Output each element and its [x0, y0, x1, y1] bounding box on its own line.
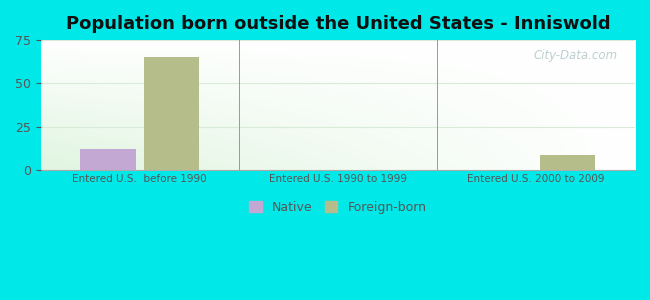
Text: City-Data.com: City-Data.com	[533, 49, 617, 62]
Title: Population born outside the United States - Inniswold: Population born outside the United State…	[66, 15, 610, 33]
Bar	[144, 58, 199, 170]
Bar	[81, 149, 136, 170]
Bar	[540, 154, 595, 170]
Legend: Native, Foreign-born: Native, Foreign-born	[244, 196, 432, 219]
